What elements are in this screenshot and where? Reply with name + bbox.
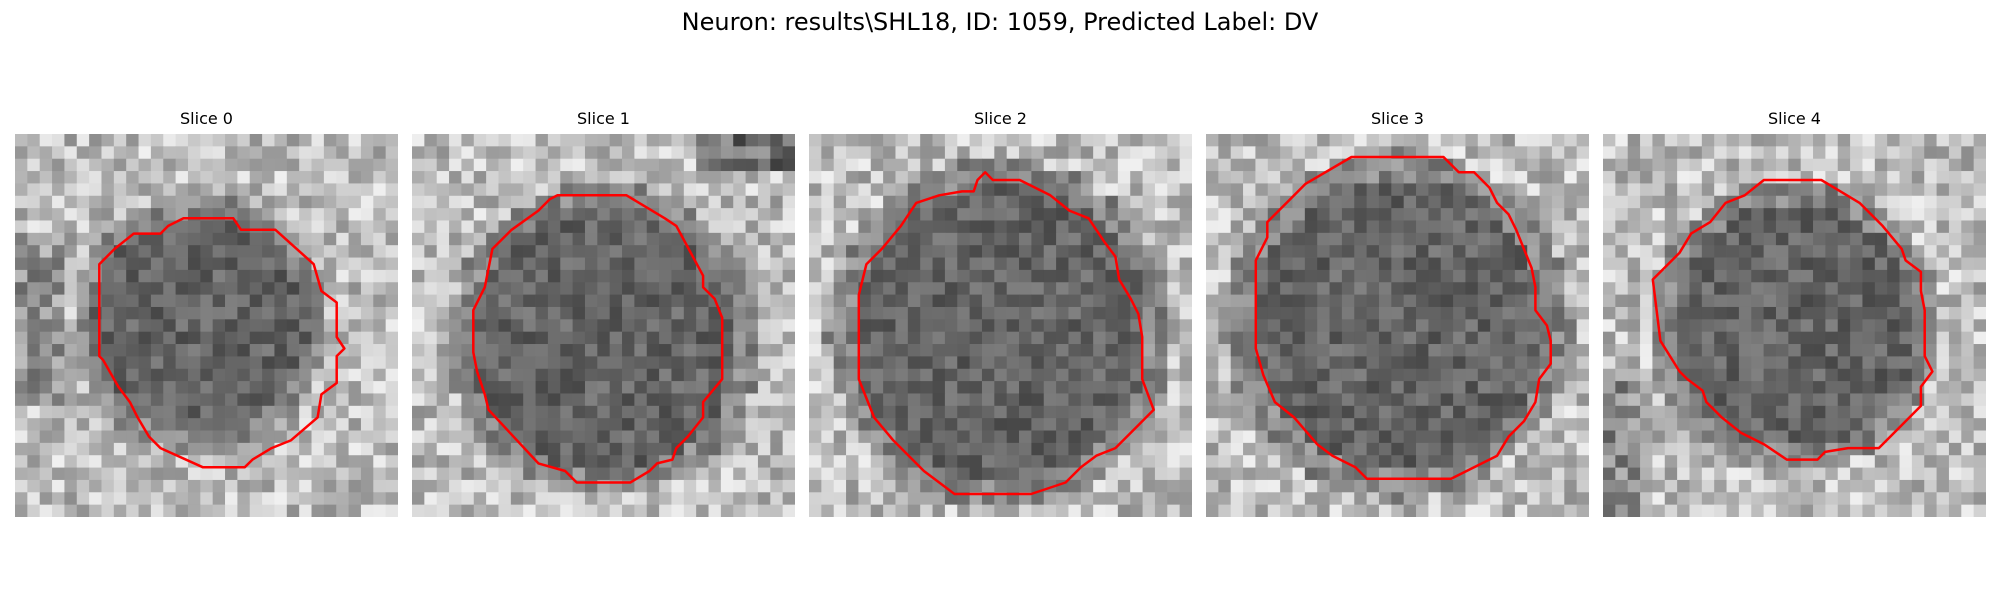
slice-title: Slice 4: [1768, 109, 1821, 128]
neuron-contour: [1651, 178, 1934, 461]
figure-title: Neuron: results\SHL18, ID: 1059, Predict…: [681, 8, 1319, 36]
slice-panel-0: Slice 0: [15, 108, 398, 520]
slice-image: [15, 134, 398, 517]
pixel-grid: [809, 134, 1192, 517]
slice-image: [809, 134, 1192, 517]
slice-image: [412, 134, 795, 517]
slice-image: [1206, 134, 1589, 517]
slice-panel-2: Slice 2: [809, 108, 1192, 520]
slice-image: [1603, 134, 1986, 517]
pixel-grid: [1206, 134, 1589, 517]
slice-panel-1: Slice 1: [412, 108, 795, 520]
slice-title: Slice 3: [1371, 109, 1424, 128]
neuron-contour: [472, 194, 724, 484]
slice-title: Slice 1: [577, 109, 630, 128]
slice-title: Slice 2: [974, 109, 1027, 128]
pixel-grid: [1603, 134, 1986, 517]
neuron-contour: [857, 171, 1155, 496]
pixel-grid: [15, 134, 398, 517]
neuron-contour: [1254, 155, 1552, 480]
slice-panel-3: Slice 3: [1206, 108, 1589, 520]
neuron-contour: [98, 217, 346, 469]
pixel-grid: [412, 134, 795, 517]
slice-panel-4: Slice 4: [1603, 108, 1986, 520]
slice-title: Slice 0: [180, 109, 233, 128]
